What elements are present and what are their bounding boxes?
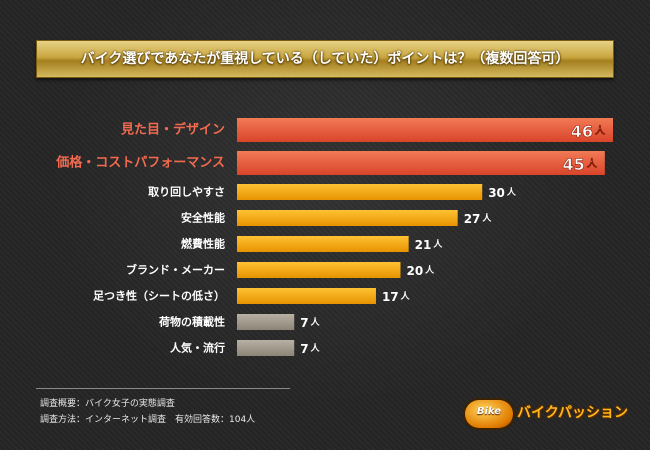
value-label-0: 46 人 [571, 122, 606, 141]
logo-badge-text: Bike [476, 406, 502, 417]
chart-title: バイク選びであなたが重視している（していた）ポイントは？（複数回答可） [80, 51, 570, 67]
category-label-6: 足つき性（シートの低さ） [93, 289, 225, 303]
survey-summary-note: 調査概要：バイク女子の実態調査 [40, 399, 175, 409]
category-label-2: 取り回しやすさ [148, 185, 225, 199]
category-label-8: 人気・流行 [170, 341, 225, 355]
logo-badge-icon: Bike [465, 400, 513, 428]
notes-divider [36, 388, 290, 389]
logo-text: バイクパッション [517, 405, 629, 421]
bar-6 [237, 288, 376, 304]
category-label-7: 荷物の積載性 [158, 315, 225, 329]
value-label-5: 20 人 [406, 264, 435, 278]
bar-0 [237, 118, 613, 142]
title-banner: バイク選びであなたが重視している（していた）ポイントは？（複数回答可） [36, 40, 614, 78]
survey-method-note: 調査方法：インターネット調査 有効回答数：104人 [40, 415, 256, 425]
bar-3 [237, 210, 458, 226]
value-label-2: 30 人 [488, 186, 517, 200]
bar-1 [237, 151, 605, 175]
bar-2 [237, 184, 483, 200]
bike-passion-logo: Bike バイクパッション [465, 398, 629, 432]
category-label-1: 価格・コストパフォーマンス [55, 155, 225, 171]
bar-7 [237, 314, 295, 330]
value-label-3: 27 人 [464, 212, 493, 226]
category-label-4: 燃費性能 [180, 237, 225, 251]
category-label-3: 安全性能 [181, 211, 225, 225]
value-label-6: 17 人 [382, 290, 411, 304]
category-label-5: ブランド・メーカー [126, 263, 225, 277]
bar-8 [237, 340, 295, 356]
category-label-0: 見た目・デザイン [120, 122, 225, 138]
bar-5 [237, 262, 401, 278]
value-label-4: 21 人 [415, 238, 444, 252]
value-label-1: 45 人 [563, 155, 598, 174]
bar-4 [237, 236, 409, 252]
